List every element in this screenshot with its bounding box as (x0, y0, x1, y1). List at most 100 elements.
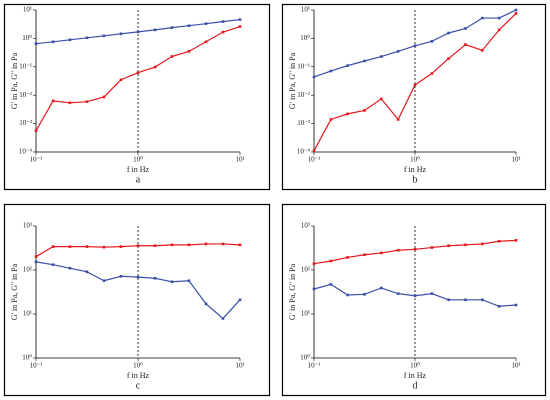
point (34, 255, 38, 258)
y-tick-label: 10⁰ (300, 34, 310, 42)
point (481, 242, 484, 246)
point (363, 109, 366, 112)
point (413, 248, 417, 251)
panel-border (3, 3, 271, 191)
point (396, 248, 400, 252)
point (430, 72, 434, 75)
x-tick-label: 10⁻¹ (308, 156, 321, 164)
point (51, 245, 55, 248)
point (497, 28, 501, 32)
point (329, 69, 333, 73)
point (102, 34, 106, 38)
point (447, 57, 450, 60)
point (68, 38, 72, 42)
point (187, 279, 191, 283)
y-tick-label: 10⁻³ (297, 119, 310, 127)
point (102, 279, 106, 283)
point (396, 118, 400, 121)
point (136, 71, 140, 74)
point (204, 242, 208, 246)
y-tick-label: 10² (23, 266, 32, 274)
point (329, 283, 333, 286)
point (312, 287, 316, 291)
point (119, 32, 123, 36)
point (170, 243, 174, 247)
point (497, 239, 501, 243)
point (170, 26, 174, 29)
point (170, 55, 174, 58)
point (34, 42, 38, 46)
point (497, 16, 501, 20)
x-axis-label: f in Hz (404, 371, 427, 380)
point (447, 298, 450, 302)
point (447, 244, 450, 248)
point (119, 245, 123, 248)
point (514, 303, 518, 307)
y-tick-label: 10¹ (301, 310, 310, 318)
x-tick-label: 10¹ (511, 156, 520, 164)
point (481, 298, 484, 302)
point (380, 286, 383, 290)
point (153, 244, 157, 248)
point (514, 12, 518, 15)
point (481, 16, 484, 20)
point (447, 31, 450, 35)
x-axis-label: f in Hz (127, 165, 150, 174)
x-axis-label: f in Hz (404, 165, 427, 174)
panel-border (281, 203, 547, 397)
point (204, 40, 208, 44)
point (221, 20, 225, 23)
point (464, 43, 467, 47)
y-tick-label: 10⁻² (297, 91, 310, 99)
panel: 10⁻⁴ 10⁻³ 10⁻² 10⁻¹ 10⁰ 10¹ 10⁻¹ 10⁰ 10¹ f in Hzb… (281, 3, 547, 191)
point (85, 270, 89, 274)
y-axis-label: G' in Pa, G'' in Pa (10, 263, 19, 320)
x-tick-label: 10¹ (511, 362, 520, 370)
y-axis-label: G' in Pa, G'' in Pa (10, 52, 19, 109)
x-tick-label: 10⁰ (410, 156, 420, 164)
x-tick-label: 10⁰ (410, 362, 420, 370)
panel-label: b (413, 174, 418, 185)
point (102, 95, 106, 99)
x-tick-label: 10¹ (235, 156, 244, 164)
point (312, 75, 316, 79)
point (497, 304, 501, 308)
panel-border (281, 3, 547, 191)
panel-border (3, 203, 271, 397)
point (329, 118, 333, 121)
point (221, 30, 225, 34)
point (413, 83, 417, 87)
point (51, 99, 55, 103)
point (119, 78, 123, 82)
point (119, 274, 123, 278)
point (312, 149, 316, 153)
point (221, 317, 225, 320)
point (187, 243, 191, 247)
point (170, 280, 174, 284)
panel-label: d (413, 380, 418, 391)
point (481, 49, 484, 52)
panel-label: c (136, 380, 141, 391)
point (136, 244, 140, 248)
y-tick-label: 10² (301, 266, 310, 274)
y-tick-label: 10¹ (301, 6, 310, 14)
y-tick-label: 10⁻⁴ (19, 148, 33, 156)
point (413, 294, 417, 298)
x-tick-label: 10⁻¹ (30, 156, 43, 164)
point (238, 243, 242, 247)
y-tick-label: 10¹ (23, 310, 32, 318)
point (363, 253, 366, 257)
point (464, 298, 467, 302)
point (430, 292, 434, 295)
x-tick-label: 10⁰ (133, 156, 143, 164)
point (136, 30, 140, 34)
x-tick-label: 10¹ (235, 362, 244, 370)
point (346, 64, 349, 67)
point (221, 242, 225, 246)
y-axis-label: G' in Pa, G'' in Pa (288, 263, 297, 320)
y-tick-label: 10⁻² (19, 91, 32, 99)
point (396, 292, 400, 295)
